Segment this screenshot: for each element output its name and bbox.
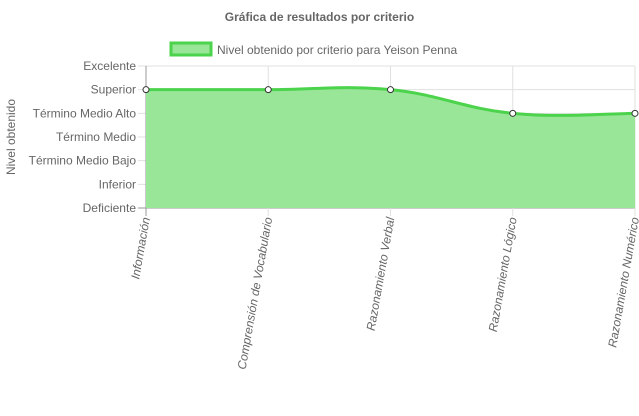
data-point[interactable] [387, 86, 394, 94]
chart-title: Gráfica de resultados por criterio [225, 10, 414, 24]
data-point[interactable] [264, 86, 272, 94]
x-tick-label: Razonamiento Numérico [605, 216, 639, 349]
y-axis-title: Nivel obtenido [4, 99, 18, 175]
data-point[interactable] [509, 109, 517, 117]
y-tick-label: Deficiente [83, 201, 137, 215]
legend-swatch[interactable] [169, 41, 213, 57]
x-tick-labels: Información Comprensión de Vocabulario Raz… [128, 216, 639, 371]
x-tick-label: Comprensión de Vocabulario [235, 216, 276, 371]
x-tick-label: Información [128, 216, 153, 280]
x-tick-label: Razonamiento Verbal [364, 216, 398, 332]
y-tick-label: Término Medio [56, 130, 136, 144]
data-points [142, 86, 639, 117]
data-point[interactable] [631, 109, 639, 117]
y-tick-label: Inferior [99, 177, 136, 191]
data-point[interactable] [142, 86, 150, 94]
y-tick-labels: Deficiente Inferior Término Medio Bajo Térm… [29, 59, 137, 215]
x-tick-label: Razonamiento Lógico [486, 216, 520, 333]
legend-label[interactable]: Nivel obtenido por criterio para Yeison … [217, 43, 457, 57]
y-tick-label: Término Medio Bajo [29, 154, 137, 168]
area-fill [146, 87, 635, 208]
y-tick-label: Término Medio Alto [33, 106, 137, 120]
legend[interactable]: Nivel obtenido por criterio para Yeison … [169, 41, 457, 57]
y-tick-label: Superior [91, 83, 136, 97]
series-area [146, 86, 636, 208]
y-tick-label: Excelente [83, 59, 136, 73]
